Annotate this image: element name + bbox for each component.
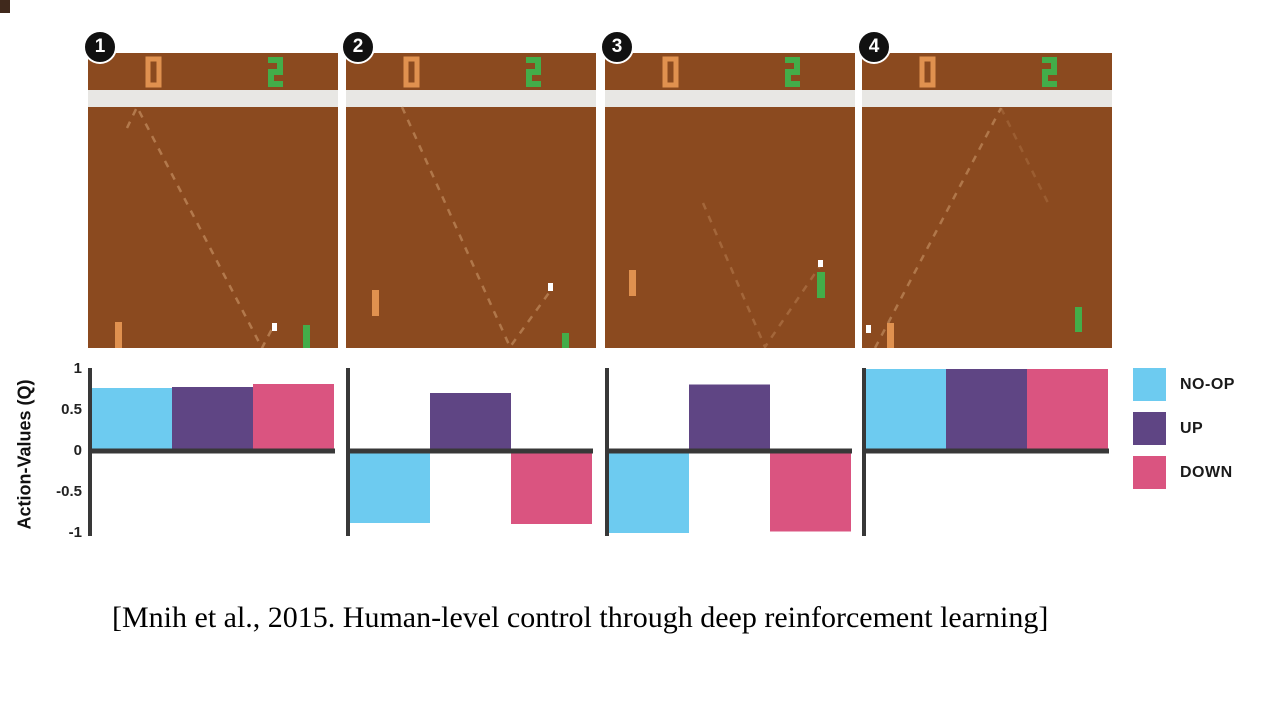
orange-paddle bbox=[115, 322, 122, 348]
y-tick-label: -1 bbox=[68, 524, 82, 541]
playfield bbox=[862, 107, 1112, 348]
green-paddle bbox=[1075, 307, 1082, 332]
score-divider bbox=[88, 90, 338, 107]
q-value-chart-frame-3 bbox=[605, 368, 852, 536]
bar-down bbox=[770, 451, 851, 532]
zero-line bbox=[605, 448, 852, 454]
green-paddle bbox=[303, 325, 310, 348]
legend-label: NO-OP bbox=[1180, 375, 1235, 393]
chart-legend: NO-OP UP DOWN bbox=[1133, 368, 1235, 500]
q-value-chart-frame-2 bbox=[346, 368, 593, 536]
slide-corner-artifact bbox=[0, 0, 10, 13]
ball bbox=[548, 283, 553, 291]
frame-number-badge: 3 bbox=[600, 30, 634, 64]
frame-number-badge: 2 bbox=[341, 30, 375, 64]
bar-no-op bbox=[608, 451, 689, 533]
green-paddle bbox=[562, 333, 569, 348]
y-tick-label: 0.5 bbox=[61, 401, 82, 418]
zero-line bbox=[88, 448, 335, 454]
orange-paddle bbox=[629, 270, 636, 296]
playfield bbox=[605, 107, 855, 348]
orange-paddle bbox=[887, 323, 894, 348]
ball bbox=[272, 323, 277, 331]
pong-game-screen bbox=[88, 53, 338, 348]
zero-line bbox=[862, 448, 1109, 454]
score-left-digit bbox=[662, 56, 679, 88]
playfield bbox=[346, 107, 596, 348]
score-left-digit bbox=[145, 56, 162, 88]
legend-swatch bbox=[1133, 412, 1166, 445]
frame-number-badge: 4 bbox=[857, 30, 891, 64]
legend-swatch bbox=[1133, 368, 1166, 401]
ball-trajectory bbox=[873, 107, 1003, 348]
frame-number-badge: 1 bbox=[83, 30, 117, 64]
legend-label: UP bbox=[1180, 419, 1204, 437]
ball-trajectory bbox=[701, 202, 822, 348]
ball bbox=[818, 260, 823, 267]
bar-no-op bbox=[91, 387, 172, 451]
legend-label: DOWN bbox=[1180, 463, 1233, 481]
score-right-digit bbox=[268, 57, 283, 87]
score-right-digit bbox=[526, 57, 541, 87]
bar-down bbox=[253, 383, 334, 451]
score-divider bbox=[346, 90, 596, 107]
y-tick-label: 1 bbox=[73, 360, 82, 377]
y-axis-title: Action-Values (Q) bbox=[14, 379, 35, 530]
legend-swatch bbox=[1133, 456, 1166, 489]
score-right-digit bbox=[1042, 57, 1057, 87]
q-value-chart-frame-1 bbox=[88, 368, 335, 536]
green-paddle bbox=[817, 272, 825, 298]
orange-paddle bbox=[372, 290, 379, 316]
bar-no-op bbox=[349, 451, 430, 524]
y-tick-label: 0 bbox=[73, 442, 82, 459]
score-left-digit bbox=[403, 56, 420, 88]
score-divider bbox=[862, 90, 1112, 107]
ball bbox=[866, 325, 871, 333]
bar-down bbox=[511, 451, 592, 524]
zero-line bbox=[346, 448, 593, 454]
q-value-chart-frame-4 bbox=[862, 368, 1109, 536]
ball-trajectory-fading bbox=[999, 107, 1052, 208]
legend-row: UP bbox=[1133, 412, 1235, 445]
score-left-digit bbox=[919, 56, 936, 88]
legend-row: NO-OP bbox=[1133, 368, 1235, 401]
bar-down bbox=[1027, 369, 1108, 451]
bar-up bbox=[946, 369, 1027, 451]
legend-row: DOWN bbox=[1133, 456, 1235, 489]
y-tick-label: -0.5 bbox=[56, 483, 82, 500]
bar-up bbox=[430, 392, 511, 451]
bar-no-op bbox=[865, 369, 946, 451]
ball-trajectory bbox=[400, 106, 553, 348]
pong-game-screen bbox=[605, 53, 855, 348]
ball-trajectory bbox=[125, 104, 276, 348]
citation-text: [Mnih et al., 2015. Human-level control … bbox=[112, 601, 1049, 634]
bar-up bbox=[172, 387, 253, 451]
pong-game-screen bbox=[862, 53, 1112, 348]
score-right-digit bbox=[785, 57, 800, 87]
playfield bbox=[88, 107, 338, 348]
score-divider bbox=[605, 90, 855, 107]
bar-up bbox=[689, 384, 770, 451]
pong-game-screen bbox=[346, 53, 596, 348]
